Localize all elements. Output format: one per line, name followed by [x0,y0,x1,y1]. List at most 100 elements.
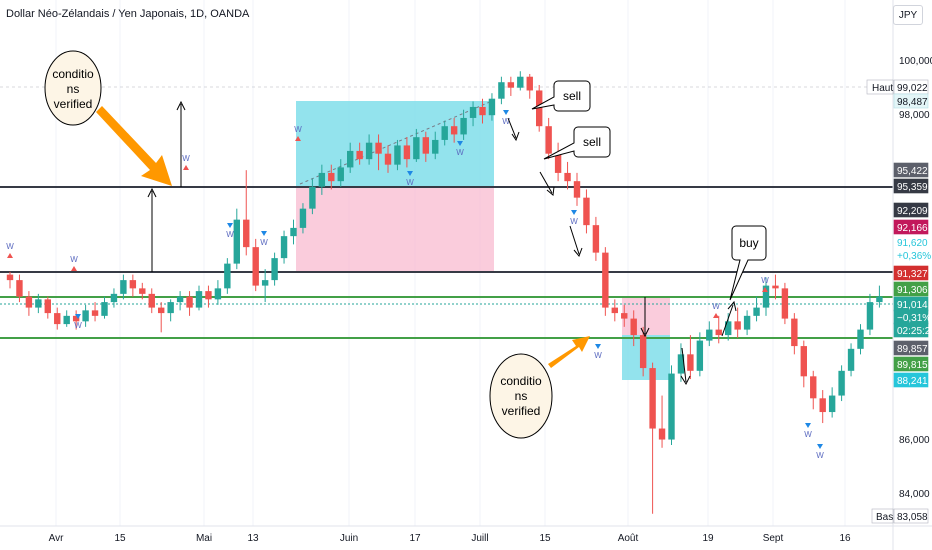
price-tick: 100,000 [899,56,932,67]
candle [488,93,496,121]
signal-letter: W [456,148,464,157]
signal-letter: W [804,430,812,439]
time-tick: 15 [539,533,551,544]
arrowhead-icon [511,131,520,142]
candle [611,299,618,322]
candle [677,343,685,382]
svg-text:+0,36%: +0,36% [897,251,931,262]
price-badge: 98,487 [893,93,929,109]
up-signal-icon [762,287,768,292]
candle [800,340,807,388]
candle [347,142,354,173]
candle [441,120,448,146]
low-label-box [871,508,894,524]
candle [129,274,137,297]
arrowhead-icon [546,186,555,196]
drawings[interactable]: conditio ns verified conditio ns verified se… [44,50,767,439]
candle [450,117,458,143]
svg-text:91,014: 91,014 [897,300,928,311]
candle [224,258,231,294]
signal-letter: W [260,238,268,247]
candle [592,216,600,261]
candle [866,293,874,336]
up-signal-icon [713,313,719,318]
callout-conditions-bottom [489,353,553,439]
orange-arrow-icon [548,336,590,368]
candle [63,310,70,327]
down-signal-icon [805,423,811,428]
svg-text:02:25:29: 02:25:29 [897,326,932,337]
price-badge: 83,058 [893,508,929,524]
signal-letter: W [594,351,602,360]
candle [743,310,751,336]
candle [195,285,203,311]
candle [120,274,127,300]
arrowhead-icon [640,327,650,338]
signal-letter: W [761,276,769,285]
signal-letter: W [6,242,14,251]
svg-text:92,166: 92,166 [897,223,928,234]
price-badge: −0,31% [893,309,931,325]
signal-letter: W [182,154,190,163]
candle [810,370,817,410]
svg-text:88,241: 88,241 [897,376,928,387]
signal-markers: W W W W W W W W W W W W W W W W [6,110,824,460]
callout-sell-2 [543,126,611,160]
time-axis[interactable]: Avr 15 Mai 13 Juin 17 Juill 15 Août 19 Sept 16 [0,525,932,544]
candle [158,302,165,333]
candle [271,252,278,286]
candle [280,230,288,264]
down-signal-icon [407,171,413,176]
signal-letter: W [712,302,720,311]
candle [469,101,477,127]
svg-text:98,487: 98,487 [897,97,928,108]
candle [252,238,259,292]
high-label-box [866,79,894,95]
sell-arrow [539,171,553,194]
bull-zone-cyan [296,101,494,186]
candle [318,164,326,195]
price-badge: 02:25:29 [893,322,932,338]
candle [394,139,401,171]
candle [375,134,382,171]
down-signal-icon [261,231,267,236]
candle [564,161,571,190]
up-signal-icon [295,136,301,141]
candle [403,137,411,168]
high-label: Haut [872,83,893,94]
candles [6,71,883,514]
time-tick: 16 [839,533,851,544]
candle [545,117,552,160]
price-badge: 91,014 [893,296,929,312]
candle [819,390,826,424]
candle [715,315,722,344]
symbol-title: Dollar Néo-Zélandais / Yen Japonais, 1D,… [6,8,250,20]
sell-arrow [507,117,517,139]
candle [384,145,392,173]
candle [432,131,439,160]
time-tick: 15 [114,533,126,544]
candle [668,365,675,446]
svg-text:−0,31%: −0,31% [897,313,931,324]
price-badge: 89,857 [893,340,929,356]
orange-arrow-icon [96,106,172,186]
candle [290,219,297,245]
callout-sell-1 [531,80,591,112]
up-signal-icon [7,253,13,258]
buy-arrow [681,347,687,383]
price-axis[interactable]: 100,000 98,000 86,000 84,000 99,022 98,48… [866,0,932,550]
candle [460,109,467,140]
bear-zone-pink [296,186,494,271]
candle [639,326,647,377]
signal-letter: W [406,178,414,187]
candle [6,271,14,289]
bear-zone-pink-2 [622,297,670,335]
candle [658,395,666,448]
callout-conditions-top-text: conditio ns verified [52,67,94,111]
currency-button[interactable]: JPY [893,5,923,25]
candle [110,288,118,308]
trend-dashed [299,100,493,185]
candle [214,280,222,305]
time-tick: 17 [409,533,421,544]
